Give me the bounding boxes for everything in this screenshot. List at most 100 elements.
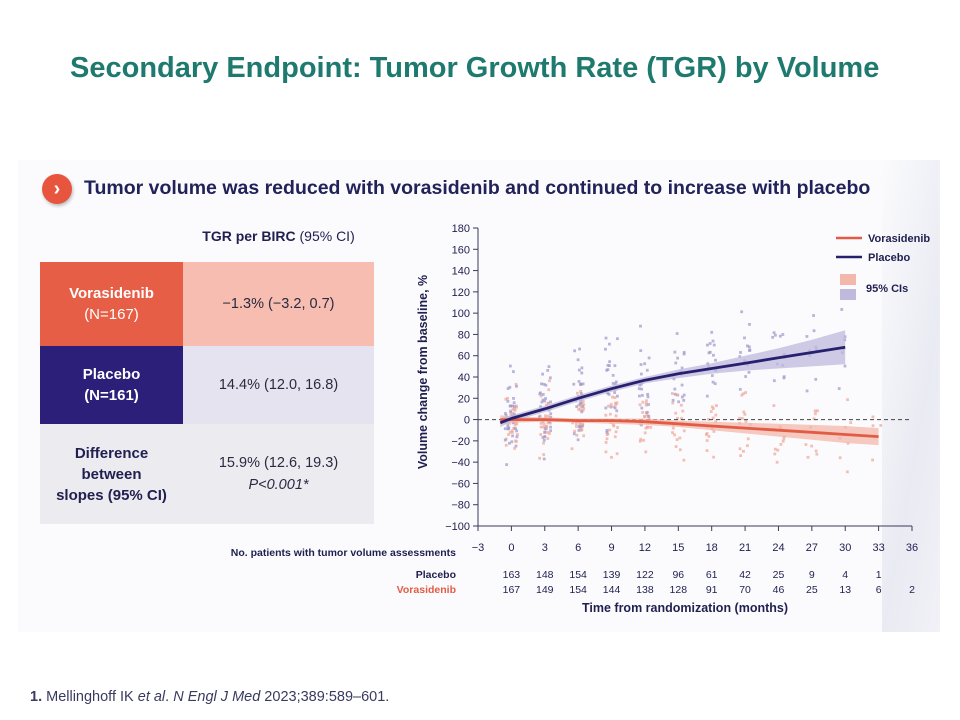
observation-point bbox=[509, 404, 513, 408]
observation-point bbox=[707, 418, 710, 421]
at-risk-placebo-count: 154 bbox=[569, 569, 587, 581]
row-value: 15.9% (12.6, 19.3) P<0.001* bbox=[183, 424, 374, 524]
observation-point bbox=[771, 335, 775, 339]
observation-point bbox=[513, 446, 516, 450]
observation-point bbox=[641, 410, 645, 414]
observation-point bbox=[613, 391, 616, 394]
slide-title: Secondary Endpoint: Tumor Growth Rate (T… bbox=[70, 52, 880, 84]
observation-point bbox=[537, 415, 541, 419]
observation-point bbox=[513, 407, 516, 411]
observation-point bbox=[642, 438, 645, 442]
observation-point bbox=[849, 421, 853, 424]
observation-point bbox=[543, 427, 547, 431]
at-risk-vorasidenib-count: 91 bbox=[706, 584, 718, 596]
observation-point bbox=[644, 403, 648, 407]
at-risk-vorasidenib-count: 167 bbox=[503, 584, 521, 596]
observation-point bbox=[871, 424, 875, 428]
observation-point bbox=[573, 349, 576, 353]
observation-point bbox=[578, 347, 581, 351]
observation-point bbox=[772, 331, 776, 335]
observation-point bbox=[711, 407, 715, 411]
y-tick-label: 140 bbox=[452, 266, 470, 278]
observation-point bbox=[773, 452, 777, 456]
row-value-text: 14.4% (12.0, 16.8) bbox=[218, 377, 339, 393]
observation-point bbox=[543, 435, 547, 439]
observation-point bbox=[680, 417, 683, 420]
observation-point bbox=[814, 412, 817, 416]
observation-point bbox=[580, 424, 584, 428]
at-risk-vorasidenib-count: 46 bbox=[773, 584, 785, 596]
observation-point bbox=[871, 458, 875, 462]
observation-point bbox=[673, 387, 677, 391]
observation-point bbox=[814, 377, 818, 381]
observation-point bbox=[742, 410, 746, 414]
y-tick-label: −40 bbox=[451, 457, 470, 469]
observation-point bbox=[540, 382, 543, 386]
observation-point bbox=[514, 404, 518, 408]
observation-point bbox=[846, 441, 850, 445]
observation-point bbox=[712, 430, 716, 433]
observation-point bbox=[672, 377, 676, 381]
observation-point bbox=[577, 380, 581, 383]
y-tick-label: 80 bbox=[458, 329, 470, 341]
observation-point bbox=[739, 454, 743, 458]
at-risk-placebo-count: 148 bbox=[536, 569, 554, 581]
observation-point bbox=[746, 444, 749, 448]
observation-point bbox=[671, 401, 675, 405]
observation-point bbox=[613, 364, 617, 368]
observation-point bbox=[638, 383, 642, 387]
observation-point bbox=[581, 409, 585, 412]
footnote: 1. Mellinghoff IK et al. N Engl J Med 20… bbox=[30, 689, 389, 705]
y-tick-label: 20 bbox=[458, 393, 470, 405]
observation-point bbox=[647, 356, 651, 360]
footnote-authors: Mellinghoff IK bbox=[42, 689, 138, 705]
y-tick-label: −20 bbox=[451, 436, 470, 448]
observation-point bbox=[748, 322, 751, 326]
observation-point bbox=[645, 368, 649, 372]
observation-point bbox=[706, 362, 710, 366]
observation-point bbox=[814, 449, 818, 453]
observation-point bbox=[544, 425, 548, 428]
observation-point bbox=[604, 450, 608, 454]
observation-point bbox=[571, 421, 574, 425]
observation-point bbox=[682, 393, 686, 397]
observation-point bbox=[680, 383, 684, 387]
legend-label-placebo: Placebo bbox=[868, 252, 910, 264]
observation-point bbox=[644, 402, 648, 405]
observation-point bbox=[611, 381, 615, 385]
observation-point bbox=[542, 457, 546, 461]
observation-point bbox=[712, 353, 715, 357]
observation-point bbox=[678, 436, 682, 440]
observation-point bbox=[506, 396, 509, 400]
observation-point bbox=[710, 405, 714, 409]
observation-point bbox=[712, 455, 716, 459]
observation-point bbox=[871, 415, 875, 419]
observation-point bbox=[539, 394, 543, 398]
row-value-text: −1.3% (−3.2, 0.7) bbox=[222, 296, 335, 312]
observation-point bbox=[503, 438, 507, 442]
observation-point bbox=[739, 351, 742, 354]
observation-point bbox=[738, 387, 742, 391]
row-label-line1: Difference bbox=[74, 444, 149, 462]
table-row-placebo: Placebo (N=161) 14.4% (12.0, 16.8) bbox=[40, 346, 374, 424]
at-risk-vorasidenib-count: 144 bbox=[603, 584, 621, 596]
observation-point bbox=[514, 382, 518, 386]
observation-point bbox=[546, 401, 550, 405]
observation-point bbox=[544, 397, 547, 400]
observation-point bbox=[639, 324, 642, 328]
observation-point bbox=[542, 438, 546, 442]
observation-point bbox=[546, 369, 550, 372]
observation-point bbox=[547, 388, 551, 392]
observation-point bbox=[614, 380, 618, 384]
y-tick-label: 40 bbox=[458, 372, 470, 384]
observation-point bbox=[746, 344, 749, 348]
observation-point bbox=[778, 334, 782, 338]
table-row-difference: Difference between slopes (95% CI) 15.9%… bbox=[40, 424, 374, 524]
observation-point bbox=[541, 372, 544, 376]
observation-point bbox=[743, 336, 746, 340]
observation-point bbox=[611, 395, 614, 399]
x-tick-label: 27 bbox=[806, 542, 818, 554]
observation-point bbox=[641, 393, 644, 397]
row-label: Difference between slopes (95% CI) bbox=[40, 424, 183, 524]
